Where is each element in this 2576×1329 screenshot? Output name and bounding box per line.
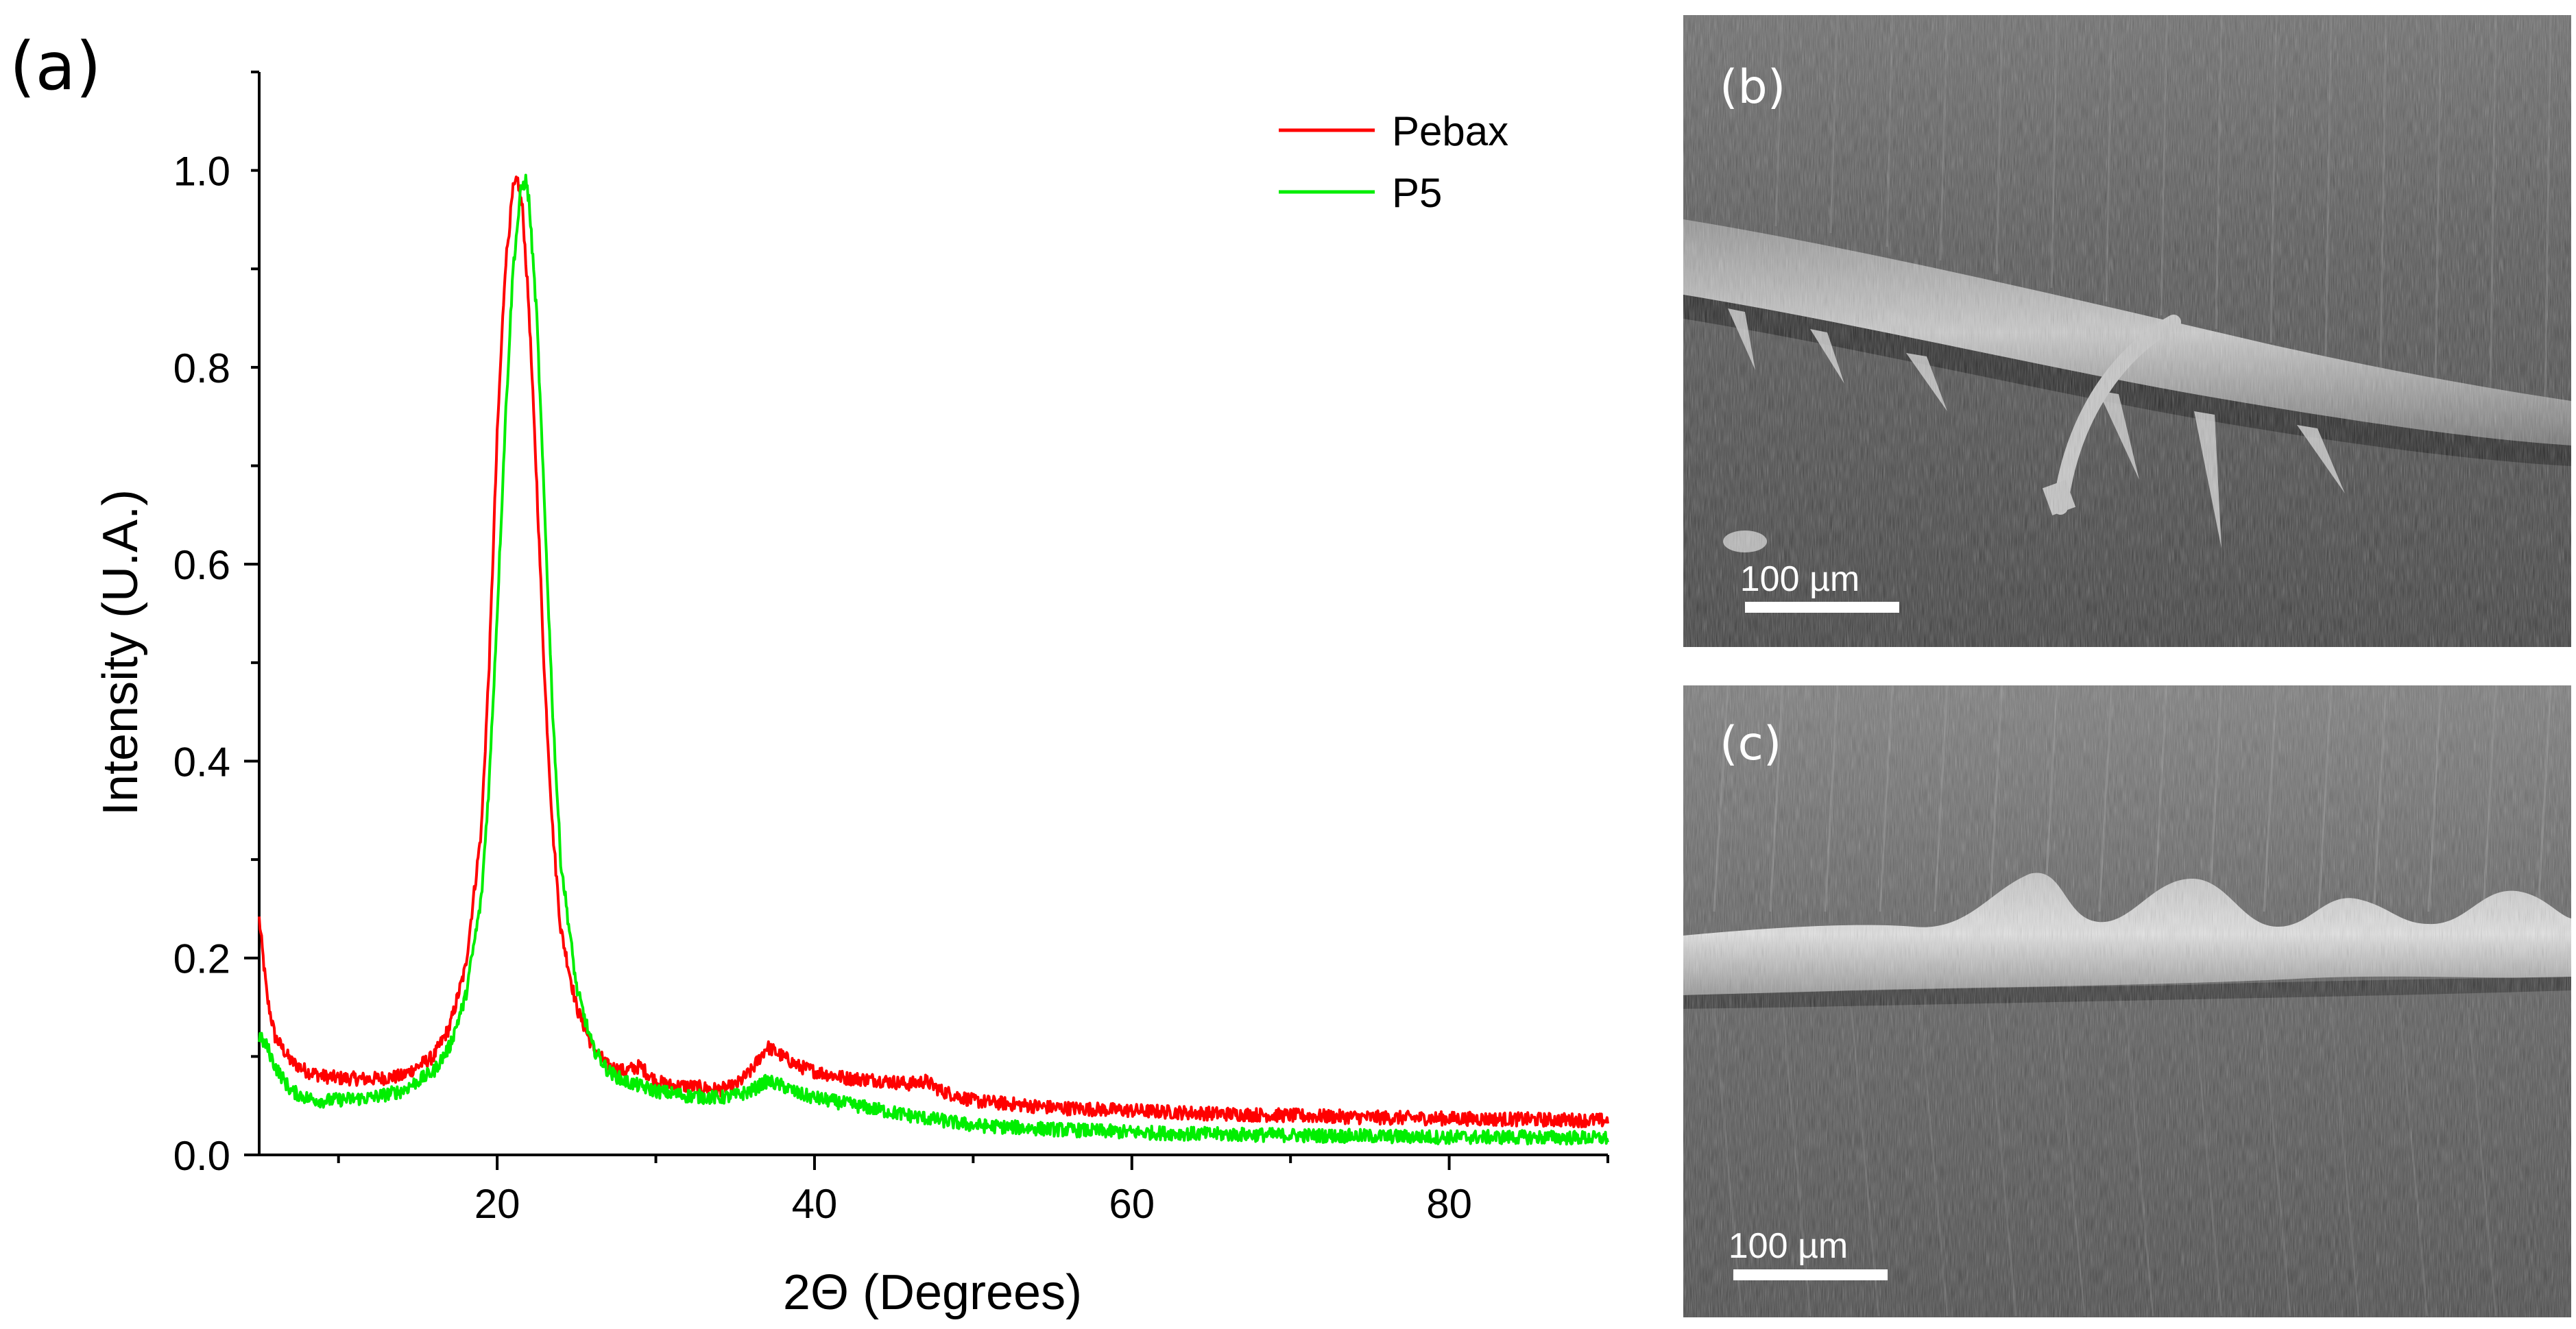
y-tick-label: 1.0 bbox=[173, 149, 230, 195]
legend-label: P5 bbox=[1392, 170, 1442, 216]
x-tick-label: 20 bbox=[474, 1181, 520, 1227]
panel-b-scale-label: 100 µm bbox=[1740, 559, 1859, 599]
panel-b-label: (b) bbox=[1720, 60, 1785, 114]
x-tick-label: 80 bbox=[1426, 1181, 1472, 1227]
y-axis-label: Intensity (U.A.) bbox=[93, 489, 148, 816]
panel-a-label: (a) bbox=[10, 28, 101, 105]
series-line-p5 bbox=[258, 173, 1609, 1146]
y-tick-label: 0.0 bbox=[173, 1133, 230, 1179]
y-tick-label: 0.2 bbox=[173, 936, 230, 982]
y-tick-label: 0.8 bbox=[173, 345, 230, 391]
sem-image-c: (c) 100 µm bbox=[1683, 685, 2571, 1317]
x-tick-label: 60 bbox=[1109, 1181, 1155, 1227]
series-line-pebax bbox=[258, 175, 1609, 1129]
panel-c-scale-bar bbox=[1733, 1269, 1888, 1280]
x-tick-label: 40 bbox=[792, 1181, 838, 1227]
panel-b-scale-bar bbox=[1745, 602, 1899, 613]
sem-image-b: (b) 100 µm bbox=[1683, 14, 2571, 647]
y-tick-label: 0.6 bbox=[173, 542, 230, 588]
plot-series bbox=[258, 173, 1609, 1146]
legend: Pebax P5 bbox=[1279, 108, 1508, 216]
panel-c-label: (c) bbox=[1720, 717, 1781, 771]
y-tick-label: 0.4 bbox=[173, 739, 230, 785]
xrd-plot: 0.0 0.2 0.4 0.6 0.8 1.0 20 40 60 80 Pebax P5 Inte… bbox=[93, 71, 1609, 1320]
y-axis-ticks: 0.0 0.2 0.4 0.6 0.8 1.0 bbox=[173, 71, 259, 1179]
x-axis-ticks: 20 40 60 80 bbox=[337, 1155, 1609, 1227]
plot-axes bbox=[258, 72, 1608, 1156]
x-axis-label: 2Θ (Degrees) bbox=[783, 1265, 1082, 1320]
panel-c-scale-label: 100 µm bbox=[1729, 1226, 1848, 1266]
legend-label: Pebax bbox=[1392, 108, 1508, 154]
